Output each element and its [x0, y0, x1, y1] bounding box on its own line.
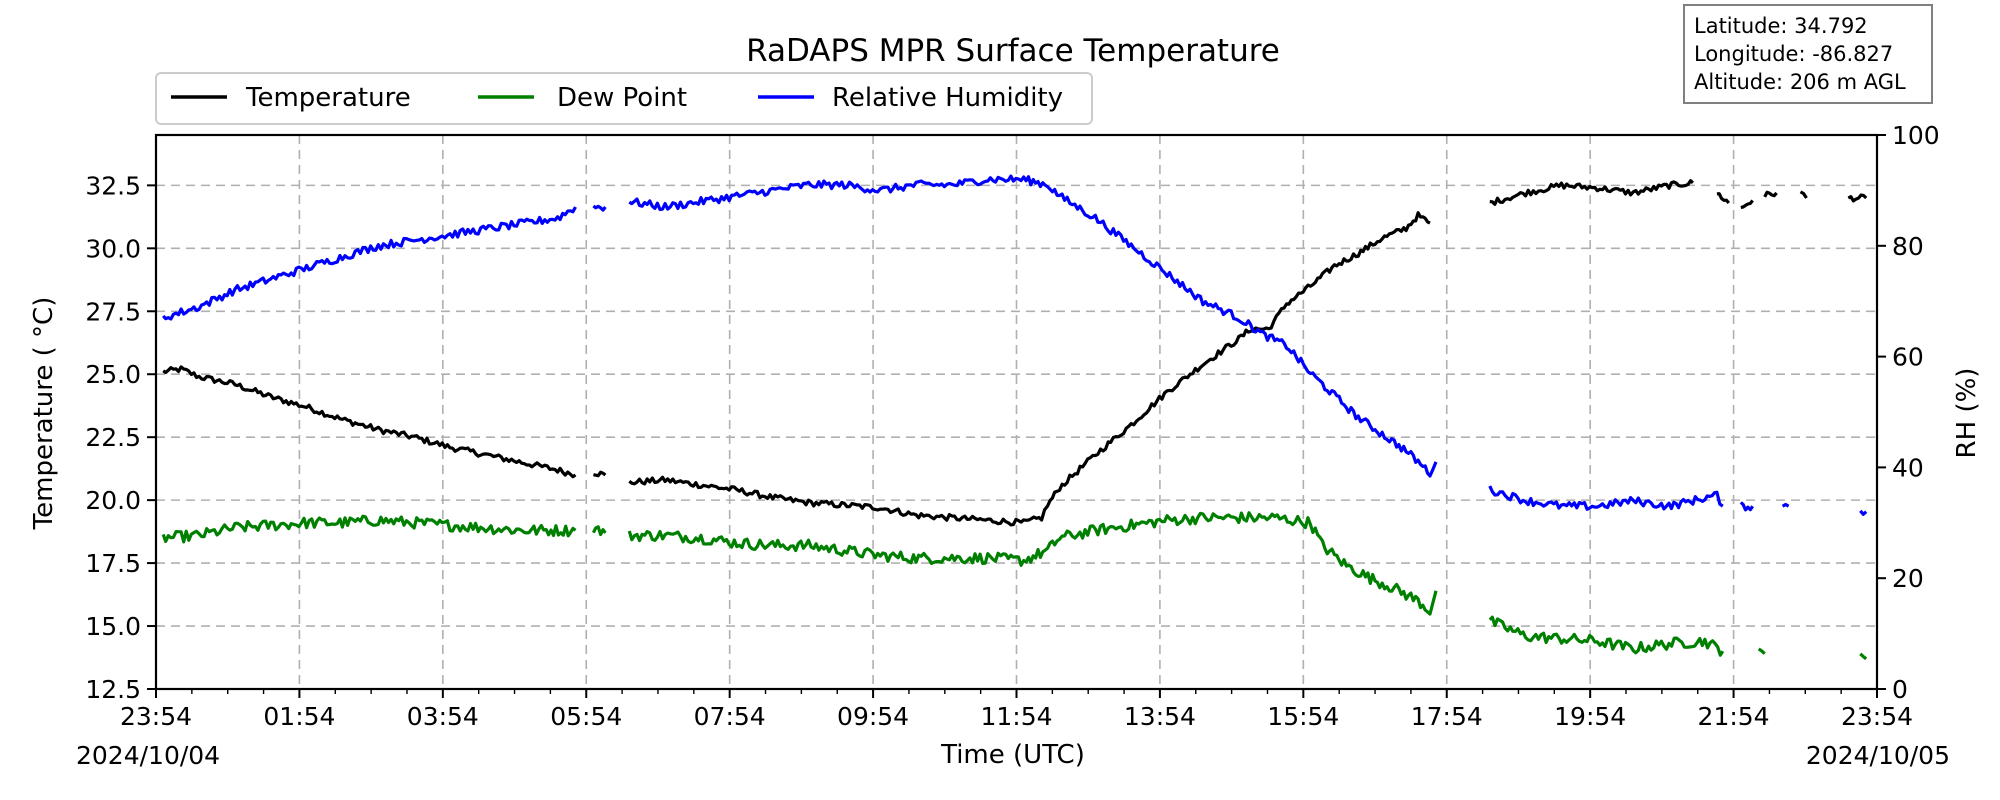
series-line-relative-humidity — [628, 174, 1438, 478]
y2-tick-label: 60 — [1892, 343, 1924, 372]
x-tick-label: 19:54 — [1554, 702, 1626, 731]
series-line-dew-point — [1488, 615, 1725, 657]
y-tick-label: 30.0 — [85, 234, 141, 263]
date-end-label: 2024/10/05 — [1806, 741, 1950, 770]
series-line-temperature — [1489, 179, 1694, 206]
x-tick-label: 05:54 — [550, 702, 622, 731]
y2-tick-label: 40 — [1892, 453, 1924, 482]
y-tick-label: 15.0 — [85, 612, 141, 641]
x-tick-label: 17:54 — [1411, 702, 1483, 731]
series-line-temperature — [593, 470, 607, 478]
series-line-dew-point — [627, 511, 1438, 616]
y2-tick-label: 0 — [1892, 675, 1908, 704]
series-line-relative-humidity — [162, 206, 577, 321]
x-tick-label: 07:54 — [694, 702, 766, 731]
longitude-text: Longitude: -86.827 — [1694, 42, 1893, 66]
x-tick-label: 01:54 — [263, 702, 335, 731]
series-line-relative-humidity — [1859, 509, 1868, 516]
y-tick-label: 12.5 — [85, 675, 141, 704]
altitude-text: Altitude: 206 m AGL — [1694, 70, 1906, 94]
latitude-text: Latitude: 34.792 — [1694, 14, 1868, 38]
x-tick-label: 13:54 — [1124, 702, 1196, 731]
series-line-temperature — [162, 365, 577, 479]
legend: Temperature Dew Point Relative Humidity — [155, 72, 1093, 125]
y-tick-label: 25.0 — [85, 360, 141, 389]
series-line-temperature — [1799, 190, 1808, 199]
legend-box — [155, 72, 1093, 125]
plot-frame — [154, 133, 1879, 691]
series-line-relative-humidity — [592, 204, 607, 212]
x-axis-label: Time (UTC) — [940, 740, 1085, 770]
y2-tick-label: 20 — [1892, 564, 1924, 593]
series-line-dew-point — [161, 514, 577, 544]
series-line-temperature — [628, 211, 1431, 527]
location-info-box: Latitude: 34.792 Longitude: -86.827 Alti… — [1683, 4, 1933, 104]
x-tick-label: 21:54 — [1698, 702, 1770, 731]
info-box-frame — [1683, 4, 1933, 104]
series-line-relative-humidity — [1488, 485, 1724, 511]
y-tick-label: 22.5 — [85, 423, 141, 452]
series-line-relative-humidity — [1739, 501, 1755, 512]
x-tick-label: 09:54 — [837, 702, 909, 731]
series-line-temperature — [1716, 192, 1731, 205]
y-axis-label: Temperature ( °C) — [29, 297, 59, 531]
series-line-temperature — [1740, 199, 1754, 209]
y-tick-label: 17.5 — [85, 549, 141, 578]
series-line-dew-point — [1757, 647, 1766, 655]
series-line-relative-humidity — [1781, 502, 1790, 508]
y-tick-label: 20.0 — [85, 486, 141, 515]
series-line-dew-point — [1859, 652, 1868, 661]
legend-label-temperature: Temperature — [245, 83, 411, 113]
y2-tick-label: 100 — [1892, 121, 1940, 150]
y-tick-label: 32.5 — [85, 171, 141, 200]
series-line-dew-point — [591, 525, 607, 537]
x-tick-label: 15:54 — [1267, 702, 1339, 731]
series-line-temperature — [1763, 190, 1778, 198]
x-tick-label: 23:54 — [1841, 702, 1913, 731]
x-tick-label: 23:54 — [120, 702, 192, 731]
date-start-label: 2024/10/04 — [76, 741, 220, 770]
y2-tick-label: 80 — [1892, 232, 1924, 261]
y2-axis-label: RH (%) — [1952, 368, 1982, 459]
legend-label-dew-point: Dew Point — [557, 83, 687, 113]
x-tick-label: 11:54 — [980, 702, 1052, 731]
chart-title: RaDAPS MPR Surface Temperature — [746, 33, 1280, 69]
series-line-temperature — [1847, 193, 1868, 203]
legend-label-relative-humidity: Relative Humidity — [832, 83, 1063, 113]
x-tick-label: 03:54 — [407, 702, 479, 731]
y-tick-label: 27.5 — [85, 297, 141, 326]
